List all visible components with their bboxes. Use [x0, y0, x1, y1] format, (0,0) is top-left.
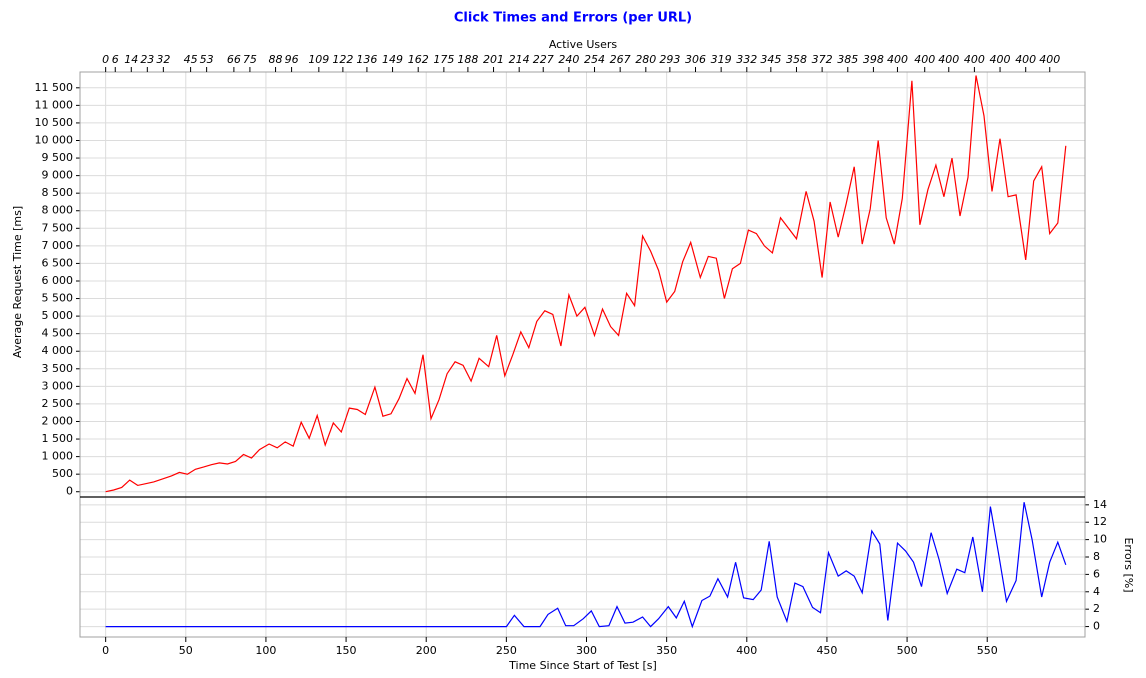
y-tick-label: 500: [52, 467, 73, 480]
x2-tick-label: 319: [711, 53, 732, 66]
y-tick-label: 11 000: [35, 98, 74, 111]
x2-tick-label: 398: [863, 53, 884, 66]
y-tick-label: 3 500: [42, 362, 74, 375]
x2-tick-label: 400: [914, 53, 935, 66]
x-tick-label: 150: [336, 644, 357, 657]
x-tick-label: 450: [816, 644, 837, 657]
x2-tick-label: 306: [685, 53, 706, 66]
y2-tick-label: 14: [1093, 498, 1107, 511]
x2-tick-label: 53: [200, 53, 214, 66]
y2-tick-label: 6: [1093, 567, 1100, 580]
y-tick-label: 11 500: [35, 81, 74, 94]
y-tick-label: 5 000: [42, 309, 74, 322]
x-tick-label: 100: [255, 644, 276, 657]
y2-tick-label: 10: [1093, 533, 1107, 546]
x2-tick-label: 32: [156, 53, 170, 66]
y-tick-label: 7 000: [42, 239, 74, 252]
x2-tick-label: 332: [736, 53, 757, 66]
y-axis-label: Average Request Time [ms]: [11, 206, 24, 358]
y-tick-label: 2 000: [42, 414, 74, 427]
y-tick-label: 1 500: [42, 432, 74, 445]
x2-tick-label: 109: [308, 53, 329, 66]
x2-tick-label: 400: [887, 53, 908, 66]
y-tick-label: 10 000: [35, 133, 74, 146]
data-line: [105, 502, 1067, 629]
x-tick-label: 300: [576, 644, 597, 657]
plot-frame: [79, 496, 1086, 638]
y-tick-label: 4 500: [42, 327, 74, 340]
x2-tick-label: 385: [837, 53, 858, 66]
x-tick-label: 550: [977, 644, 998, 657]
y-tick-label: 7 500: [42, 221, 74, 234]
y-tick-label: 3 000: [42, 379, 74, 392]
x-tick-label: 400: [736, 644, 757, 657]
x2-tick-label: 372: [812, 53, 833, 66]
x-tick-label: 500: [897, 644, 918, 657]
x2-tick-label: 293: [659, 53, 680, 66]
top-axis-label: Active Users: [549, 38, 618, 51]
x2-tick-label: 227: [533, 53, 554, 66]
plot-frame: [79, 71, 1086, 498]
y-tick-label: 5 500: [42, 292, 74, 305]
x2-tick-label: 254: [584, 53, 605, 66]
y2-tick-label: 2: [1093, 602, 1100, 615]
y2-tick-label: 12: [1093, 515, 1107, 528]
y-tick-label: 4 000: [42, 344, 74, 357]
x2-tick-label: 188: [457, 53, 478, 66]
x2-tick-label: 14: [124, 53, 138, 66]
y-tick-label: 8 000: [42, 204, 74, 217]
x2-tick-label: 23: [140, 53, 154, 66]
data-line: [105, 75, 1067, 493]
y2-tick-label: 4: [1093, 585, 1100, 598]
y-tick-label: 2 500: [42, 397, 74, 410]
x2-tick-label: 201: [483, 53, 504, 66]
chart-title: Click Times and Errors (per URL): [454, 11, 692, 26]
y-tick-label: 1 000: [42, 450, 74, 463]
x2-tick-label: 6: [112, 53, 119, 66]
x2-tick-label: 149: [382, 53, 403, 66]
y-tick-label: 8 500: [42, 186, 74, 199]
x2-tick-label: 280: [635, 53, 656, 66]
x2-tick-label: 175: [433, 53, 454, 66]
x2-tick-label: 214: [509, 53, 530, 66]
x2-tick-label: 400: [964, 53, 985, 66]
x2-tick-label: 267: [610, 53, 631, 66]
x2-tick-label: 400: [1015, 53, 1036, 66]
y-tick-label: 9 500: [42, 151, 74, 164]
x2-tick-label: 136: [356, 53, 377, 66]
x-tick-label: 50: [179, 644, 193, 657]
x-tick-label: 250: [496, 644, 517, 657]
y-tick-label: 6 500: [42, 256, 74, 269]
x2-tick-label: 66: [227, 53, 241, 66]
y-tick-label: 10 500: [35, 116, 74, 129]
x-tick-label: 350: [656, 644, 677, 657]
x-tick-label: 0: [102, 644, 109, 657]
y2-axis-label: Errors [%]: [1122, 537, 1135, 592]
x2-tick-label: 96: [285, 53, 299, 66]
y-tick-label: 6 000: [42, 274, 74, 287]
x-tick-label: 200: [416, 644, 437, 657]
x2-tick-label: 122: [332, 53, 353, 66]
x2-tick-label: 400: [990, 53, 1011, 66]
x2-tick-label: 75: [243, 53, 257, 66]
y2-tick-label: 0: [1093, 620, 1100, 633]
y-tick-label: 9 000: [42, 169, 74, 182]
y2-tick-label: 8: [1093, 550, 1100, 563]
x2-tick-label: 400: [938, 53, 959, 66]
x2-tick-label: 88: [269, 53, 283, 66]
x2-tick-label: 358: [786, 53, 807, 66]
x2-tick-label: 0: [102, 53, 109, 66]
x2-tick-label: 162: [408, 53, 429, 66]
x2-tick-label: 240: [558, 53, 579, 66]
x-axis-label: Time Since Start of Test [s]: [508, 659, 657, 672]
y-tick-label: 0: [66, 485, 73, 498]
x2-tick-label: 45: [184, 53, 198, 66]
x2-tick-label: 400: [1039, 53, 1060, 66]
x2-tick-label: 345: [760, 53, 781, 66]
